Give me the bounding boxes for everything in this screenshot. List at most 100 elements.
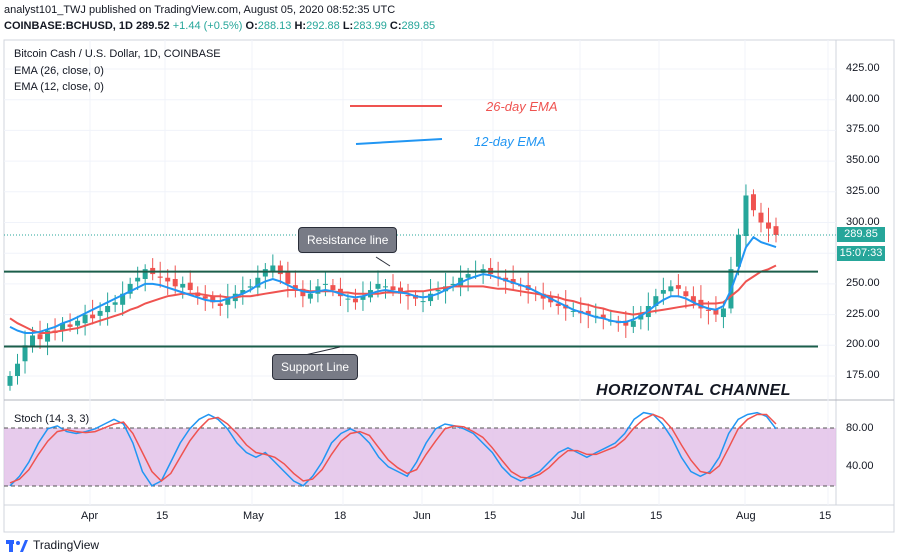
publish-info: analyst101_TWJ published on TradingView.… bbox=[4, 4, 396, 16]
candle-body bbox=[443, 286, 449, 292]
time-axis-label: Apr bbox=[81, 510, 99, 522]
candle-body bbox=[22, 345, 28, 362]
candle-body bbox=[202, 296, 208, 299]
candle-body bbox=[135, 277, 141, 282]
candle-body bbox=[277, 265, 283, 275]
candle-body bbox=[97, 310, 103, 316]
candle-body bbox=[322, 283, 328, 285]
time-axis-label: May bbox=[243, 510, 264, 522]
footer: TradingView bbox=[6, 538, 99, 552]
time-axis-label: 15 bbox=[156, 510, 169, 522]
time-axis-label: 15 bbox=[484, 510, 497, 522]
chart-border bbox=[3, 39, 895, 533]
price-axis-label: 325.00 bbox=[846, 184, 880, 197]
candle-body bbox=[270, 265, 276, 272]
candle-body bbox=[630, 320, 636, 327]
candle-body bbox=[570, 310, 576, 312]
candle-body bbox=[773, 226, 779, 235]
current-price-label: 289.85 bbox=[837, 227, 885, 242]
candle-body bbox=[37, 334, 43, 340]
support-callout-pointer bbox=[304, 346, 341, 356]
stoch-axis-label: 40.00 bbox=[846, 460, 874, 472]
high-value: 292.88 bbox=[306, 20, 340, 32]
price-axis-label: 200.00 bbox=[846, 338, 880, 351]
time-axis-label: 15 bbox=[819, 510, 832, 522]
candle-body bbox=[390, 286, 396, 291]
candle-body bbox=[585, 310, 591, 315]
stoch-axis-label: 80.00 bbox=[846, 422, 874, 434]
time-axis-label: Aug bbox=[736, 510, 756, 522]
candle-body bbox=[330, 285, 336, 291]
candle-body bbox=[743, 195, 749, 237]
candle-body bbox=[428, 293, 434, 302]
candle-body bbox=[405, 294, 411, 297]
candle-body bbox=[435, 290, 441, 292]
candle-body bbox=[420, 301, 426, 303]
ema12-legend-swatch bbox=[355, 138, 443, 145]
ema12-annotation: 12-day EMA bbox=[474, 134, 546, 149]
resistance-callout[interactable]: Resistance line bbox=[298, 227, 398, 253]
candles bbox=[7, 184, 779, 391]
symbol-ohlc-row: COINBASE:BCHUSD, 1D 289.52 +1.44 (+0.5%)… bbox=[4, 20, 435, 32]
candle-body bbox=[67, 324, 73, 327]
candle-body bbox=[157, 276, 163, 278]
candle-body bbox=[15, 363, 21, 376]
candle-body bbox=[713, 309, 719, 315]
close-value: 289.85 bbox=[401, 20, 436, 32]
candle-body bbox=[352, 298, 358, 303]
candle-body bbox=[345, 298, 351, 300]
candle-body bbox=[683, 291, 689, 297]
candle-body bbox=[292, 285, 298, 291]
time-axis-label: 15 bbox=[650, 510, 663, 522]
candle-body bbox=[75, 320, 81, 326]
candle-body bbox=[690, 296, 696, 303]
candle-body bbox=[758, 212, 764, 223]
candle-body bbox=[307, 293, 313, 299]
price-axis-label: 250.00 bbox=[846, 276, 880, 289]
candle-body bbox=[30, 335, 36, 347]
candle-body bbox=[247, 286, 253, 288]
candle-body bbox=[450, 283, 456, 286]
candle-body bbox=[398, 287, 404, 294]
candle-body bbox=[240, 290, 246, 294]
candle-body bbox=[465, 274, 471, 278]
candle-body bbox=[255, 277, 261, 288]
candle-body bbox=[165, 277, 171, 282]
candle-body bbox=[375, 283, 381, 289]
candle-body bbox=[600, 314, 606, 319]
ema26-annotation: 26-day EMA bbox=[486, 99, 558, 114]
candle-body bbox=[705, 309, 711, 311]
candle-body bbox=[7, 376, 13, 386]
candle-body bbox=[225, 298, 231, 305]
price-axis-label: 300.00 bbox=[846, 215, 880, 228]
candle-body bbox=[765, 222, 771, 229]
candle-body bbox=[285, 271, 291, 284]
support-callout[interactable]: Support Line bbox=[272, 354, 359, 380]
time-axis-label: Jul bbox=[571, 510, 586, 522]
candle-body bbox=[60, 323, 66, 331]
ema12-line bbox=[9, 235, 777, 334]
candle-body bbox=[82, 314, 88, 324]
price-axis-label: 225.00 bbox=[846, 307, 880, 320]
low-value: 283.99 bbox=[353, 20, 387, 32]
tradingview-logo-icon bbox=[6, 540, 28, 552]
price-change: +1.44 (+0.5%) bbox=[172, 20, 243, 32]
candle-body bbox=[127, 283, 133, 294]
candle-body bbox=[315, 286, 321, 294]
channel-annotation: HORIZONTAL CHANNEL bbox=[596, 382, 792, 399]
candle-body bbox=[112, 302, 118, 305]
candle-body bbox=[623, 320, 629, 326]
candle-body bbox=[210, 296, 216, 303]
resistance-callout-pointer bbox=[375, 256, 391, 267]
candle-body bbox=[120, 293, 126, 305]
open-value: 288.13 bbox=[257, 20, 292, 32]
time-axis-label: 18 bbox=[334, 510, 347, 522]
candle-body bbox=[360, 296, 366, 300]
stoch-d-line bbox=[9, 413, 777, 484]
bar-countdown: 15:07:33 bbox=[837, 246, 885, 261]
low-label: L: bbox=[342, 20, 354, 32]
close-label: C: bbox=[389, 20, 402, 32]
candle-body bbox=[720, 308, 726, 318]
candle-body bbox=[510, 278, 516, 284]
